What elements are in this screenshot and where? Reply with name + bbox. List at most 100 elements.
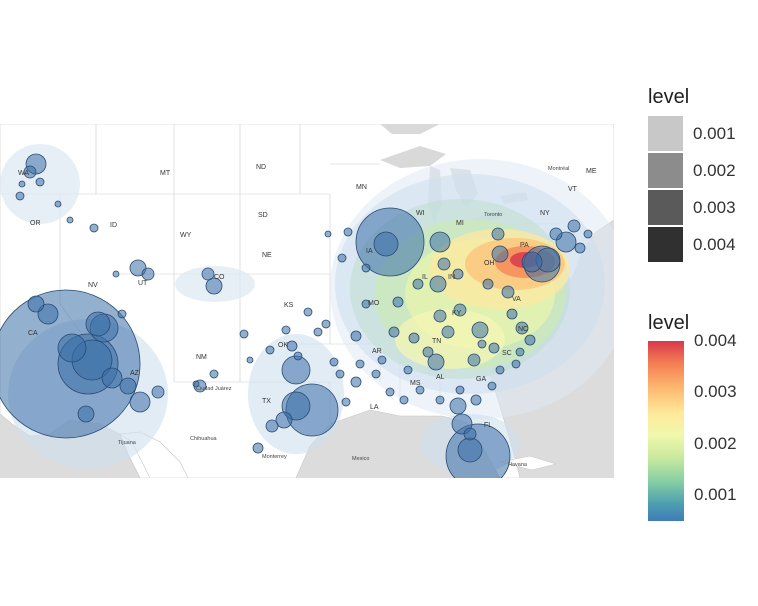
point-bubble (477, 339, 487, 349)
point-bubble (141, 267, 155, 281)
point-bubble (27, 295, 45, 313)
state-label-pa: PA (520, 242, 529, 249)
point-bubble (482, 278, 494, 290)
point-bubble (392, 296, 404, 308)
legend-density-item: 0.003 (648, 189, 736, 226)
point-bubble (35, 177, 45, 187)
state-label-ca: CA (28, 330, 38, 337)
city-label-mexico: Mexico (352, 456, 370, 462)
state-label-tx: TX (262, 398, 271, 405)
legend-density-label: 0.002 (693, 160, 736, 180)
point-bubble (85, 311, 111, 337)
legend-color: level 0.004 0.003 0.002 0.001 (648, 312, 744, 521)
point-bubble (18, 180, 26, 188)
state-label-in: IN (448, 274, 455, 281)
point-bubble (129, 391, 151, 413)
map-panel[interactable]: WA MT ND SD WY NE UT NV CA CO KS OK TX N… (0, 124, 614, 478)
state-label-ga: GA (476, 376, 487, 383)
point-bubble (415, 385, 425, 395)
legend-density-swatch (648, 190, 683, 225)
point-bubble (209, 369, 219, 379)
point-bubble (453, 303, 467, 317)
state-label-or: OR (30, 220, 41, 227)
point-bubble (515, 321, 529, 335)
point-bubble (201, 267, 215, 281)
lake-superior (380, 146, 446, 168)
state-label-mn: MN (356, 184, 367, 191)
state-label-vt: VT (568, 186, 577, 193)
legend-density-title: level (648, 86, 690, 108)
point-bubble (15, 191, 25, 201)
legend-color-tick: 0.003 (694, 382, 737, 402)
state-label-nd: ND (256, 164, 267, 171)
point-bubble (101, 367, 123, 389)
legend-colorbar-ticks: 0.004 0.003 0.002 0.001 (684, 331, 744, 521)
point-bubble (281, 325, 291, 335)
legend-density-item: 0.002 (648, 152, 736, 189)
point-bubble (449, 397, 467, 415)
point-bubble (205, 277, 223, 295)
point-bubble (549, 227, 563, 241)
point-bubble (246, 356, 254, 364)
point-bubble (371, 369, 381, 379)
point-bubble (429, 231, 451, 253)
point-bubble (119, 377, 137, 395)
state-label-wy: WY (180, 232, 192, 239)
point-bubble (23, 165, 37, 179)
state-label-oh: OH (484, 260, 495, 267)
point-bubble (275, 411, 293, 429)
point-bubble (117, 309, 127, 319)
state-label-ok: OK (278, 342, 289, 349)
point-bubble (66, 216, 74, 224)
legend-color-tick: 0.001 (694, 485, 737, 505)
point-bubble (495, 365, 505, 375)
point-bubble (361, 263, 371, 273)
point-bubble (501, 285, 515, 299)
state-label-al: AL (436, 374, 445, 381)
state-label-mo: MO (368, 300, 380, 307)
point-bubble (377, 355, 387, 365)
legend-color-title: level (648, 312, 690, 334)
point-bubble (471, 321, 489, 339)
point-bubble (151, 385, 165, 399)
state-label-va: VA (512, 296, 521, 303)
state-label-mi: MI (456, 220, 464, 227)
point-bubble (37, 303, 59, 325)
point-bubble (388, 326, 400, 338)
point-bubble (435, 395, 445, 405)
city-label-ciudad-juarez: Ciudad Juárez (196, 386, 232, 392)
point-bubble (265, 419, 279, 433)
bubble-layer (0, 153, 593, 478)
point-bubble (506, 308, 518, 320)
point-bubble (252, 442, 264, 454)
point-bubble (329, 357, 339, 367)
state-label-ut: UT (138, 280, 148, 287)
legend-density-label: 0.004 (693, 234, 736, 254)
point-bubble (112, 270, 120, 278)
state-label-ny: NY (540, 210, 550, 217)
point-bubble (408, 332, 420, 344)
point-bubble (452, 268, 464, 280)
state-label-ia: IA (366, 248, 373, 255)
state-label-nv: NV (88, 282, 98, 289)
point-bubble (487, 381, 497, 391)
point-bubble (57, 333, 87, 363)
point-bubble (488, 342, 500, 354)
state-label-nc: NC (518, 326, 529, 333)
point-bubble (467, 353, 481, 367)
point-bubble (350, 330, 362, 342)
point-bubble (77, 405, 95, 423)
city-label-havana: Havana (508, 462, 527, 468)
point-bubble (470, 394, 482, 406)
state-label-co: CO (214, 274, 225, 281)
city-label-toronto: Toronto (484, 212, 503, 218)
state-label-ks: KS (284, 302, 294, 309)
city-label-monterrey: Monterrey (262, 454, 287, 460)
point-bubble (341, 397, 351, 407)
point-bubble (286, 340, 298, 352)
point-bubble (239, 329, 249, 339)
point-bubble (385, 387, 395, 397)
point-bubble (399, 395, 409, 405)
point-bubble (265, 345, 275, 355)
point-bubble (350, 376, 362, 388)
